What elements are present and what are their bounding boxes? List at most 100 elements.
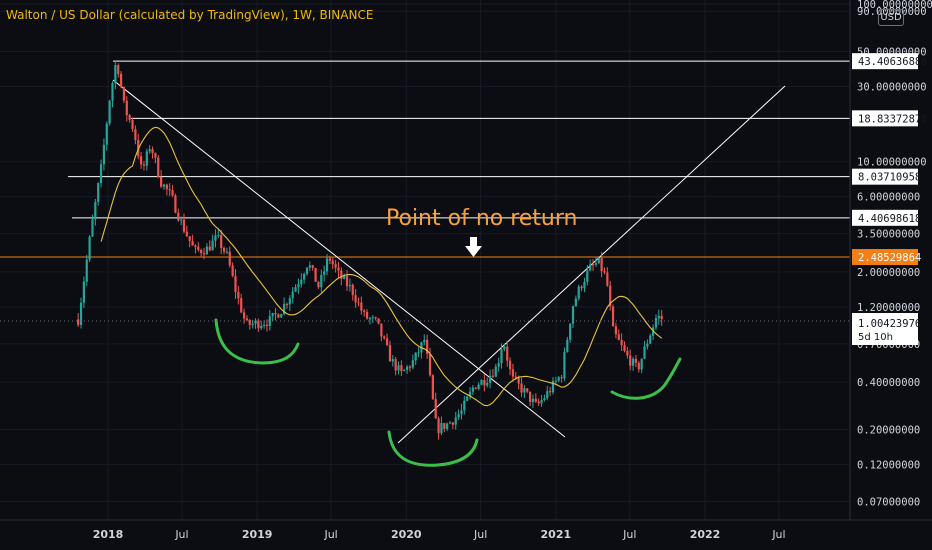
x-tick-label: 2020 <box>391 528 422 541</box>
candle-body <box>614 326 618 335</box>
candle-body <box>583 281 586 289</box>
x-tick-label: Jul <box>323 528 337 541</box>
candle-body <box>265 324 269 326</box>
candle-body <box>343 276 346 279</box>
currency-button[interactable]: USD <box>878 9 904 26</box>
candle-body <box>357 302 360 304</box>
y-tick-label: 6.00000000 <box>857 192 920 204</box>
candle-body <box>508 360 512 370</box>
y-tick-label: 0.20000000 <box>857 425 920 437</box>
candle-body <box>557 377 560 381</box>
candle-body <box>148 149 151 152</box>
candle-body <box>529 391 532 403</box>
candle-body <box>526 388 529 392</box>
y-tick-label: 1.20000000 <box>857 302 920 314</box>
x-tick-label: 2021 <box>541 528 572 541</box>
candle-body <box>117 65 120 74</box>
time-axis[interactable]: 2018 Jul 2019 Jul 2020 Jul 2021 Jul 2022 Jul <box>93 528 786 541</box>
candle-body <box>646 343 649 347</box>
last-price-countdown: 5d 10h <box>858 332 893 343</box>
candle-body <box>108 100 111 124</box>
candle-body <box>414 352 417 361</box>
bottom-curves[interactable] <box>214 318 682 467</box>
candle-body <box>99 164 103 184</box>
candle-body <box>506 346 509 361</box>
candle-body <box>314 267 317 282</box>
candle-body <box>468 391 472 397</box>
level-label-box <box>852 53 918 70</box>
candle-body <box>520 383 523 393</box>
candle-body <box>374 317 377 319</box>
candle-body <box>471 387 475 392</box>
candle-body <box>262 324 266 326</box>
candle-body <box>85 259 88 282</box>
candle-body <box>288 298 291 305</box>
candle-body <box>368 318 372 320</box>
candle-body <box>623 345 626 351</box>
price-axis[interactable]: 100.0000000090.0000000050.0000000030.000… <box>857 0 932 509</box>
level-label-box <box>852 249 918 266</box>
candle-body <box>634 358 638 363</box>
candle-body <box>643 346 646 359</box>
level-label-box <box>852 168 918 185</box>
candle-body <box>497 363 500 367</box>
candle-body <box>486 382 489 386</box>
candle-body <box>385 338 389 346</box>
candle-body <box>354 295 357 303</box>
candle-body <box>460 410 463 415</box>
y-tick-label: 3.50000000 <box>857 229 920 241</box>
horizontal-levels[interactable] <box>0 60 850 258</box>
candle-body <box>431 375 434 400</box>
candle-body <box>114 65 117 84</box>
candle-body <box>383 336 386 339</box>
candle-body <box>451 422 454 425</box>
candle-body <box>245 318 249 321</box>
x-tick-label: Jul <box>174 528 188 541</box>
bottom-curve-2020[interactable] <box>387 430 479 467</box>
candle-body <box>145 151 148 166</box>
candle-body <box>185 231 188 237</box>
candle-body <box>571 306 575 324</box>
candle-body <box>406 366 409 370</box>
bottom-curve-2021[interactable] <box>610 357 682 400</box>
candle-body <box>586 270 589 282</box>
candle-body <box>303 274 306 280</box>
candle-body <box>300 279 303 285</box>
candle-body <box>154 153 157 158</box>
candle-body <box>563 351 566 379</box>
candle-body <box>211 240 214 251</box>
level-label: 43.40636886 <box>858 56 928 68</box>
last-price-value: 1.00423976 <box>858 318 921 330</box>
x-tick-label: 2022 <box>690 528 721 541</box>
candle-body <box>234 275 237 293</box>
candle-body <box>334 264 337 268</box>
candle-body <box>566 339 569 352</box>
candle-body <box>577 286 580 299</box>
candle-body <box>317 281 320 288</box>
candle-body <box>574 298 577 307</box>
trendline-ascending[interactable] <box>397 85 786 444</box>
candle-body <box>340 270 343 279</box>
candle-body <box>79 302 83 325</box>
y-tick-label: 10.00000000 <box>857 157 927 169</box>
bottom-curve-2019[interactable] <box>214 318 300 365</box>
candle-body <box>200 249 203 254</box>
candle-body <box>254 320 257 324</box>
candle-body <box>320 274 323 288</box>
candle-body <box>546 391 549 399</box>
candle-body <box>105 123 108 145</box>
candle-body <box>160 176 163 187</box>
candle-body <box>94 202 97 220</box>
candle-body <box>423 339 426 343</box>
chart-title: Walton / US Dollar (calculated by Tradin… <box>6 8 374 22</box>
point-of-no-return-label[interactable]: Point of no return <box>386 206 577 231</box>
candle-body <box>457 414 460 418</box>
candle-body <box>283 303 286 315</box>
y-tick-label: 0.40000000 <box>857 377 920 389</box>
down-arrow-icon[interactable] <box>465 237 482 257</box>
candle-body <box>348 284 352 287</box>
candle-body <box>77 319 80 325</box>
candle-body <box>251 323 254 326</box>
candle-body <box>477 384 480 389</box>
